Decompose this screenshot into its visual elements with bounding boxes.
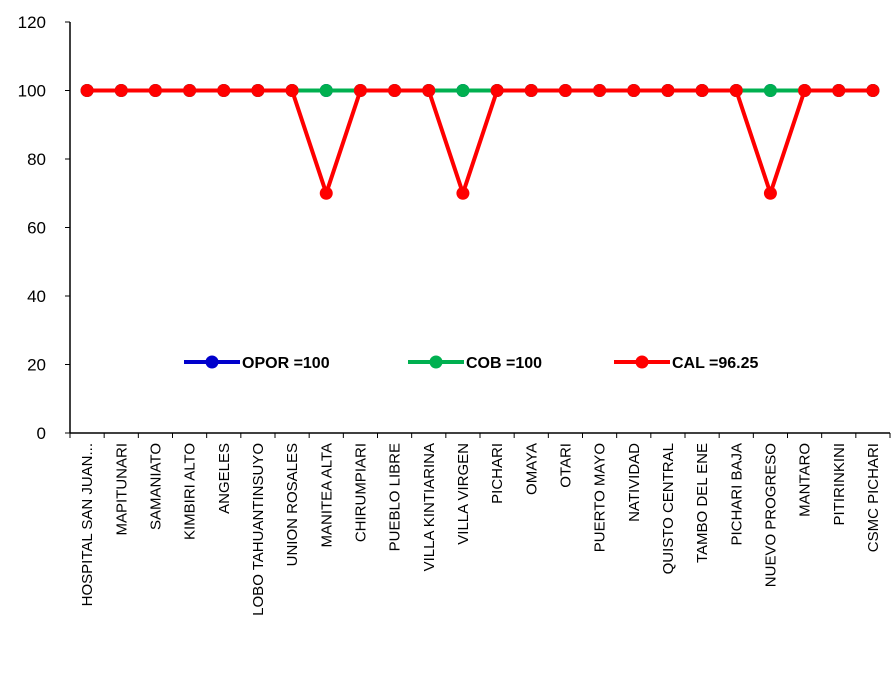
series-3 <box>80 84 880 200</box>
x-tick-label: NUEVO PROGRESO <box>762 443 779 587</box>
x-tick-label: PUEBLO LIBRE <box>387 443 404 551</box>
data-point <box>524 84 538 97</box>
data-point <box>251 84 265 97</box>
legend-entry-2: COB =100 <box>408 355 542 372</box>
y-tick-label: 0 <box>37 424 46 443</box>
data-point <box>763 84 777 97</box>
y-tick-label: 60 <box>27 219 46 238</box>
data-point <box>319 186 333 200</box>
data-point <box>148 84 162 97</box>
data-point <box>456 186 470 200</box>
y-tick-label: 120 <box>18 13 46 32</box>
data-point <box>695 84 709 97</box>
data-point <box>183 84 197 97</box>
x-tick-label: PICHARI BAJA <box>728 443 745 546</box>
data-point <box>353 84 367 97</box>
legend-entry-3: CAL =96.25 <box>614 355 759 372</box>
x-tick-label: VILLA VIRGEN <box>455 443 472 545</box>
data-point <box>319 84 333 97</box>
y-tick-label: 20 <box>27 356 46 375</box>
data-point <box>798 84 812 97</box>
series-line <box>87 88 873 200</box>
legend-label: OPOR =100 <box>242 355 330 372</box>
data-point <box>558 84 572 97</box>
legend-label: COB =100 <box>466 355 542 372</box>
x-tick-label: SAMANIATO <box>147 443 164 530</box>
data-point <box>490 84 504 97</box>
x-tick-label: OMAYA <box>523 443 540 495</box>
legend-swatch-marker <box>635 355 649 369</box>
data-point <box>388 84 402 97</box>
legend-label: CAL =96.25 <box>672 355 759 372</box>
data-point <box>661 84 675 97</box>
x-axis-labels: HOSPITAL SAN JUAN... MAPITUNARI SAMANIATO K… <box>69 433 891 616</box>
data-point <box>217 84 231 97</box>
x-tick-label: VILLA KINTIARINA <box>421 443 438 571</box>
x-tick-label: HOSPITAL SAN JUAN... <box>79 443 96 606</box>
x-tick-label: ANGELES <box>216 443 233 514</box>
data-point <box>114 84 128 97</box>
series-layer <box>80 84 880 200</box>
y-tick-label: 100 <box>18 82 46 101</box>
x-tick-label: MANTARO <box>797 443 814 517</box>
data-point <box>866 84 880 97</box>
y-axis-ticks: 0 20 40 60 80 100 120 <box>18 13 70 443</box>
legend-swatch-marker <box>429 355 443 369</box>
x-tick-label: MANITEA ALTA <box>318 443 335 547</box>
data-point <box>832 84 846 97</box>
x-tick-label: NATIVIDAD <box>626 443 643 522</box>
data-point <box>593 84 607 97</box>
x-tick-label: OTARI <box>557 443 574 488</box>
x-tick-label: UNION ROSALES <box>284 443 301 566</box>
data-point <box>422 84 436 97</box>
legend: OPOR =100 COB =100 CAL =96.25 <box>184 355 759 372</box>
legend-swatch-marker <box>205 355 219 369</box>
data-point <box>627 84 641 97</box>
x-tick-label: LOBO TAHUANTINSUYO <box>250 443 267 616</box>
x-tick-label: TAMBO DEL ENE <box>694 443 711 563</box>
x-tick-label: CSMC PICHARI <box>865 443 882 552</box>
x-tick-label: QUISTO CENTRAL <box>660 443 677 574</box>
x-tick-label: PITIRINKINI <box>831 443 848 526</box>
y-tick-label: 80 <box>27 150 46 169</box>
x-tick-label: KIMBIRI ALTO <box>182 443 199 540</box>
data-point <box>80 84 94 97</box>
data-point <box>285 84 299 97</box>
x-tick-label: MAPITUNARI <box>113 443 130 536</box>
x-tick-label: PICHARI <box>489 443 506 504</box>
legend-entry-1: OPOR =100 <box>184 355 330 372</box>
x-tick-label: CHIRUMPIARI <box>352 443 369 542</box>
data-point <box>729 84 743 97</box>
data-point <box>456 84 470 97</box>
data-point <box>763 186 777 200</box>
x-tick-label: PUERTO MAYO <box>592 443 609 552</box>
y-tick-label: 40 <box>27 287 46 306</box>
